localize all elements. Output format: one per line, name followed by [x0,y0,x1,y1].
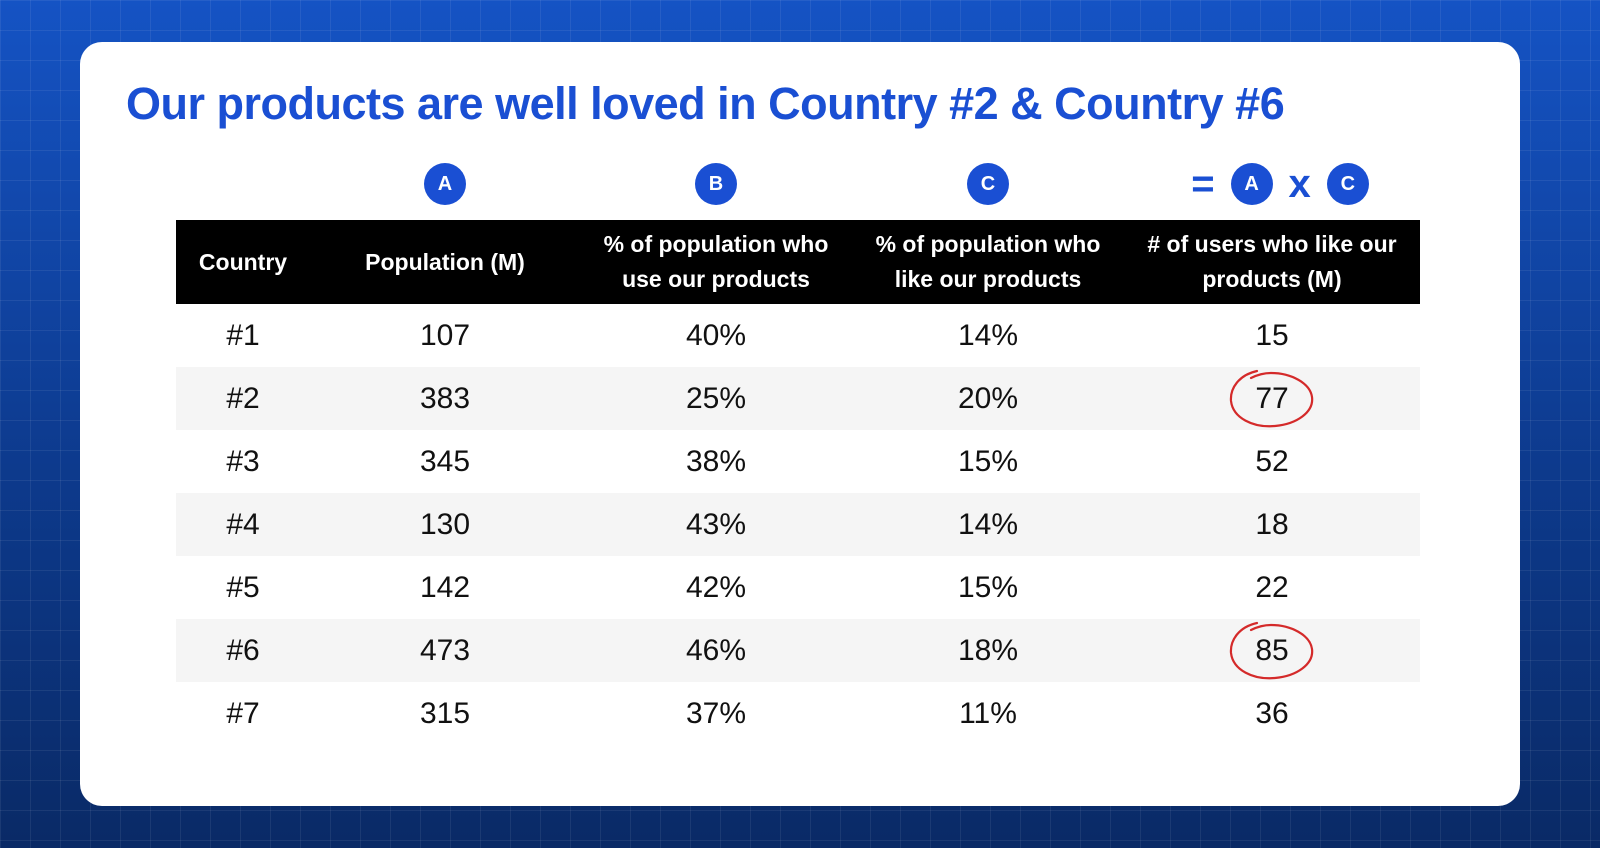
cell-pct-use: 37% [580,682,852,745]
cell-population: 107 [310,304,580,367]
cell-value: 36 [1255,696,1289,730]
cell-value: 37% [685,696,747,730]
cell-value: 14% [957,507,1019,541]
cell-pct-use: 25% [580,367,852,430]
cell-value: 107 [419,318,471,352]
cell-country: #5 [176,556,310,619]
cell-value: #2 [226,381,260,415]
cell-pct-use: 42% [580,556,852,619]
cell-pct-like: 18% [852,619,1124,682]
cell-population: 142 [310,556,580,619]
slide-card: Our products are well loved in Country #… [80,42,1520,806]
badge-cell-c: C [852,162,1124,206]
cell-value: 42% [685,570,747,604]
cell-value: 383 [419,381,471,415]
cell-value: 15 [1255,318,1289,352]
cell-value: 11% [959,696,1017,730]
cell-country: #3 [176,430,310,493]
cell-value: 20% [957,381,1019,415]
table-row: #3 345 38% 15% 52 [176,430,1420,493]
cell-value: 142 [419,570,471,604]
cell-population: 315 [310,682,580,745]
cell-country: #2 [176,367,310,430]
cell-value: #5 [226,570,260,604]
cell-value: #3 [226,444,260,478]
cell-value: 315 [419,696,471,730]
cell-population: 345 [310,430,580,493]
cell-pct-use: 38% [580,430,852,493]
cell-value: #1 [226,318,260,352]
cell-pct-like: 15% [852,556,1124,619]
cell-users-like: 52 [1124,430,1420,493]
table-row: #7 315 37% 11% 36 [176,682,1420,745]
cell-country: #4 [176,493,310,556]
cell-population: 383 [310,367,580,430]
badge-c: C [967,163,1009,205]
cell-value: 40% [685,318,747,352]
badge-b: B [695,163,737,205]
cell-value: 25% [685,381,747,415]
cell-value: 77 [1255,381,1289,415]
cell-value: 14% [957,318,1019,352]
cell-population: 130 [310,493,580,556]
cell-value: 345 [419,444,471,478]
table-body: #1 107 40% 14% 15 #2 383 25% 20% 77 #3 345 38% 15% 52 #… [176,304,1420,745]
badge-cell-a: A [310,162,580,206]
cell-value: 38% [685,444,747,478]
cell-country: #7 [176,682,310,745]
table-row: #4 130 43% 14% 18 [176,493,1420,556]
cell-value: 18 [1255,507,1289,541]
badge-result-c: C [1326,163,1369,205]
cell-value: 85 [1255,633,1289,667]
cell-value: #4 [226,507,260,541]
table-row: #1 107 40% 14% 15 [176,304,1420,367]
table-row: #6 473 46% 18% 85 [176,619,1420,682]
formula-result: = A x C [1124,162,1420,206]
cell-users-like: 36 [1124,682,1420,745]
header-population: Population (M) [365,248,525,275]
cell-pct-like: 15% [852,430,1124,493]
table-header: Country Population (M) % of population w… [176,220,1420,304]
cell-users-like: 18 [1124,493,1420,556]
cell-population: 473 [310,619,580,682]
badge-a: A [424,163,466,205]
table-row: #2 383 25% 20% 77 [176,367,1420,430]
cell-value: 130 [419,507,471,541]
badge-cell-b: B [580,162,852,206]
formula-badge-row: A B C = A x C [176,162,1420,206]
table-row: #5 142 42% 15% 22 [176,556,1420,619]
cell-pct-like: 20% [852,367,1124,430]
times-sign: x [1288,162,1311,206]
cell-users-like: 22 [1124,556,1420,619]
cell-country: #1 [176,304,310,367]
cell-users-like: 77 [1124,367,1420,430]
header-pct-like: % of population who like our products [875,231,1101,292]
cell-pct-use: 43% [580,493,852,556]
cell-value: 473 [419,633,471,667]
header-users-like: # of users who like our products (M) [1147,231,1397,292]
cell-value: 46% [685,633,747,667]
cell-value: 22 [1255,570,1289,604]
cell-value: 52 [1255,444,1289,478]
cell-users-like: 85 [1124,619,1420,682]
badge-result-a: A [1230,163,1273,205]
cell-pct-like: 14% [852,493,1124,556]
cell-pct-like: 11% [852,682,1124,745]
cell-value: 15% [957,444,1019,478]
header-country: Country [198,248,288,275]
cell-value: #6 [226,633,260,667]
equals-sign: = [1191,162,1215,206]
cell-value: 18% [957,633,1019,667]
cell-pct-use: 40% [580,304,852,367]
cell-users-like: 15 [1124,304,1420,367]
cell-value: #7 [226,696,260,730]
cell-value: 15% [957,570,1019,604]
cell-pct-like: 14% [852,304,1124,367]
cell-country: #6 [176,619,310,682]
cell-pct-use: 46% [580,619,852,682]
data-table: Country Population (M) % of population w… [176,220,1420,745]
cell-value: 43% [685,507,747,541]
slide-title: Our products are well loved in Country #… [126,78,1285,129]
header-pct-use: % of population who use our products [603,231,829,292]
